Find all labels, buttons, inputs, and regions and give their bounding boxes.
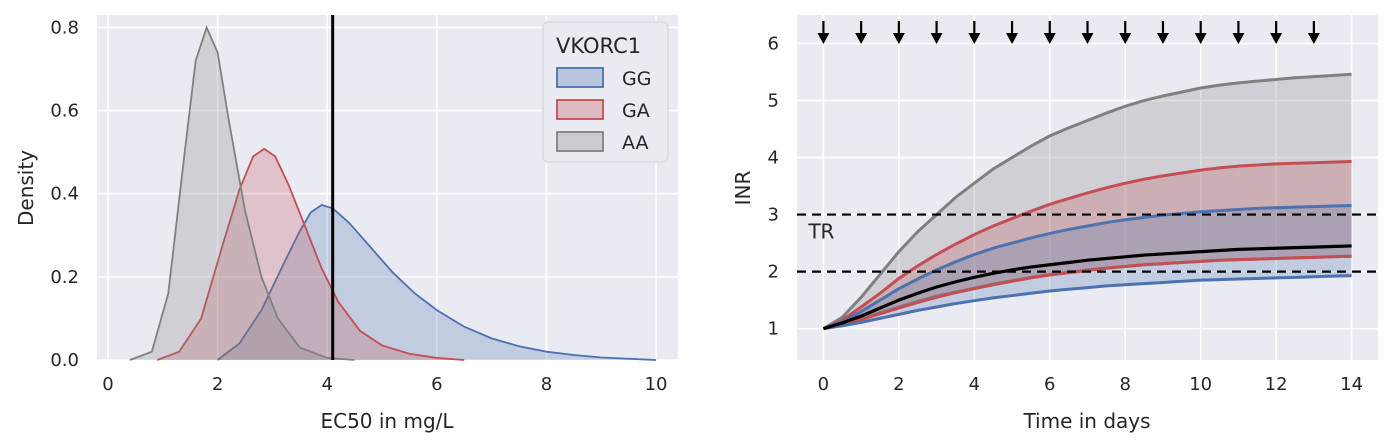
legend-label-ga: GA [622, 100, 650, 122]
inr-band-ga [823, 161, 1352, 329]
density-plot-y-tick-labels: 0.0 0.2 0.4 0.6 0.8 [50, 17, 79, 371]
x-tick-label: 8 [541, 374, 552, 395]
legend-label-aa: AA [622, 132, 649, 154]
inr-plot-y-axis-label: INR [731, 171, 755, 206]
y-tick-label: 0.6 [50, 101, 79, 122]
therapeutic-range-lines [797, 213, 1378, 273]
inr-lower-line-ga [823, 254, 1352, 331]
dose-arrow-head [930, 33, 943, 44]
y-tick-label: 3 [768, 205, 779, 226]
dose-arrows [817, 21, 1320, 44]
density-plot-areas [129, 24, 657, 361]
dose-arrow-head [892, 33, 905, 44]
density-area-aa [129, 27, 355, 360]
density-area-gg [217, 204, 657, 360]
density-curve-ga [156, 147, 465, 361]
density-plot-y-axis-label: Density [14, 150, 38, 226]
y-tick-label: 0.4 [50, 184, 79, 205]
y-tick-label: 2 [768, 262, 779, 283]
legend-swatch-aa [556, 131, 604, 152]
inr-upper-line-aa [822, 72, 1352, 330]
x-tick-label: 14 [1340, 374, 1363, 395]
x-tick-label: 8 [1120, 374, 1131, 395]
dose-arrow-head [1081, 33, 1094, 44]
legend-box [542, 21, 669, 163]
density-plot: 0.0 0.2 0.4 0.6 0.8 0 2 4 6 8 10 EC50 in mg/L Den… [14, 15, 678, 433]
legend-swatch-ga [556, 99, 604, 120]
inr-upper-line-ga [822, 160, 1352, 331]
therapeutic-range-label: TR [807, 220, 834, 244]
x-tick-label: 0 [818, 374, 829, 395]
x-tick-label: 4 [969, 374, 980, 395]
inr-band-gg [823, 205, 1352, 329]
inr-plot-bands [822, 72, 1352, 331]
x-tick-label: 12 [1265, 374, 1288, 395]
y-tick-label: 1 [768, 319, 779, 340]
dose-arrow-head [1156, 33, 1169, 44]
dose-arrow-head [817, 33, 830, 44]
inr-lower-line-gg [823, 274, 1352, 331]
x-tick-label: 6 [1044, 374, 1055, 395]
dose-arrow-head [968, 33, 981, 44]
y-tick-label: 4 [768, 148, 779, 169]
x-tick-label: 0 [102, 374, 113, 395]
x-tick-label: 2 [212, 374, 223, 395]
y-tick-label: 0.2 [50, 267, 79, 288]
density-area-ga [157, 148, 465, 360]
dose-arrow-head [1307, 33, 1320, 44]
density-plot-x-axis-label: EC50 in mg/L [320, 409, 454, 433]
density-curve-gg [217, 203, 657, 361]
legend-swatch-gg [556, 67, 604, 88]
inr-plot-y-tick-labels: 1 2 3 4 5 6 [768, 34, 779, 340]
dose-arrow-head [1043, 33, 1056, 44]
dose-arrow-head [1194, 33, 1207, 44]
y-tick-label: 6 [768, 34, 779, 55]
dose-arrow-head [1006, 33, 1019, 44]
x-tick-label: 2 [893, 374, 904, 395]
inr-plot-x-axis-label: Time in days [1022, 409, 1150, 433]
x-tick-label: 6 [431, 374, 442, 395]
density-plot-x-tick-labels: 0 2 4 6 8 10 [102, 374, 667, 395]
x-tick-label: 10 [1189, 374, 1212, 395]
x-tick-label: 4 [321, 374, 332, 395]
inr-plot-x-tick-labels: 0 2 4 6 8 10 12 14 [818, 374, 1363, 395]
dose-arrow-head [1270, 33, 1283, 44]
dose-arrow-head [1232, 33, 1245, 44]
inr-median-curve [822, 244, 1352, 331]
density-curve-aa [129, 24, 355, 361]
y-tick-label: 0.8 [50, 17, 79, 38]
dose-arrow-head [1119, 33, 1132, 44]
inr-upper-line-gg [822, 203, 1352, 331]
x-tick-label: 10 [645, 374, 668, 395]
inr-band-aa [823, 74, 1352, 329]
legend: VKORC1 GG GA AA [542, 21, 669, 163]
inr-median-line [822, 244, 1352, 331]
y-tick-label: 5 [768, 91, 779, 112]
y-tick-label: 0.0 [50, 350, 79, 371]
legend-title: VKORC1 [556, 34, 641, 58]
dose-arrow-head [855, 33, 868, 44]
legend-label-gg: GG [622, 68, 651, 90]
